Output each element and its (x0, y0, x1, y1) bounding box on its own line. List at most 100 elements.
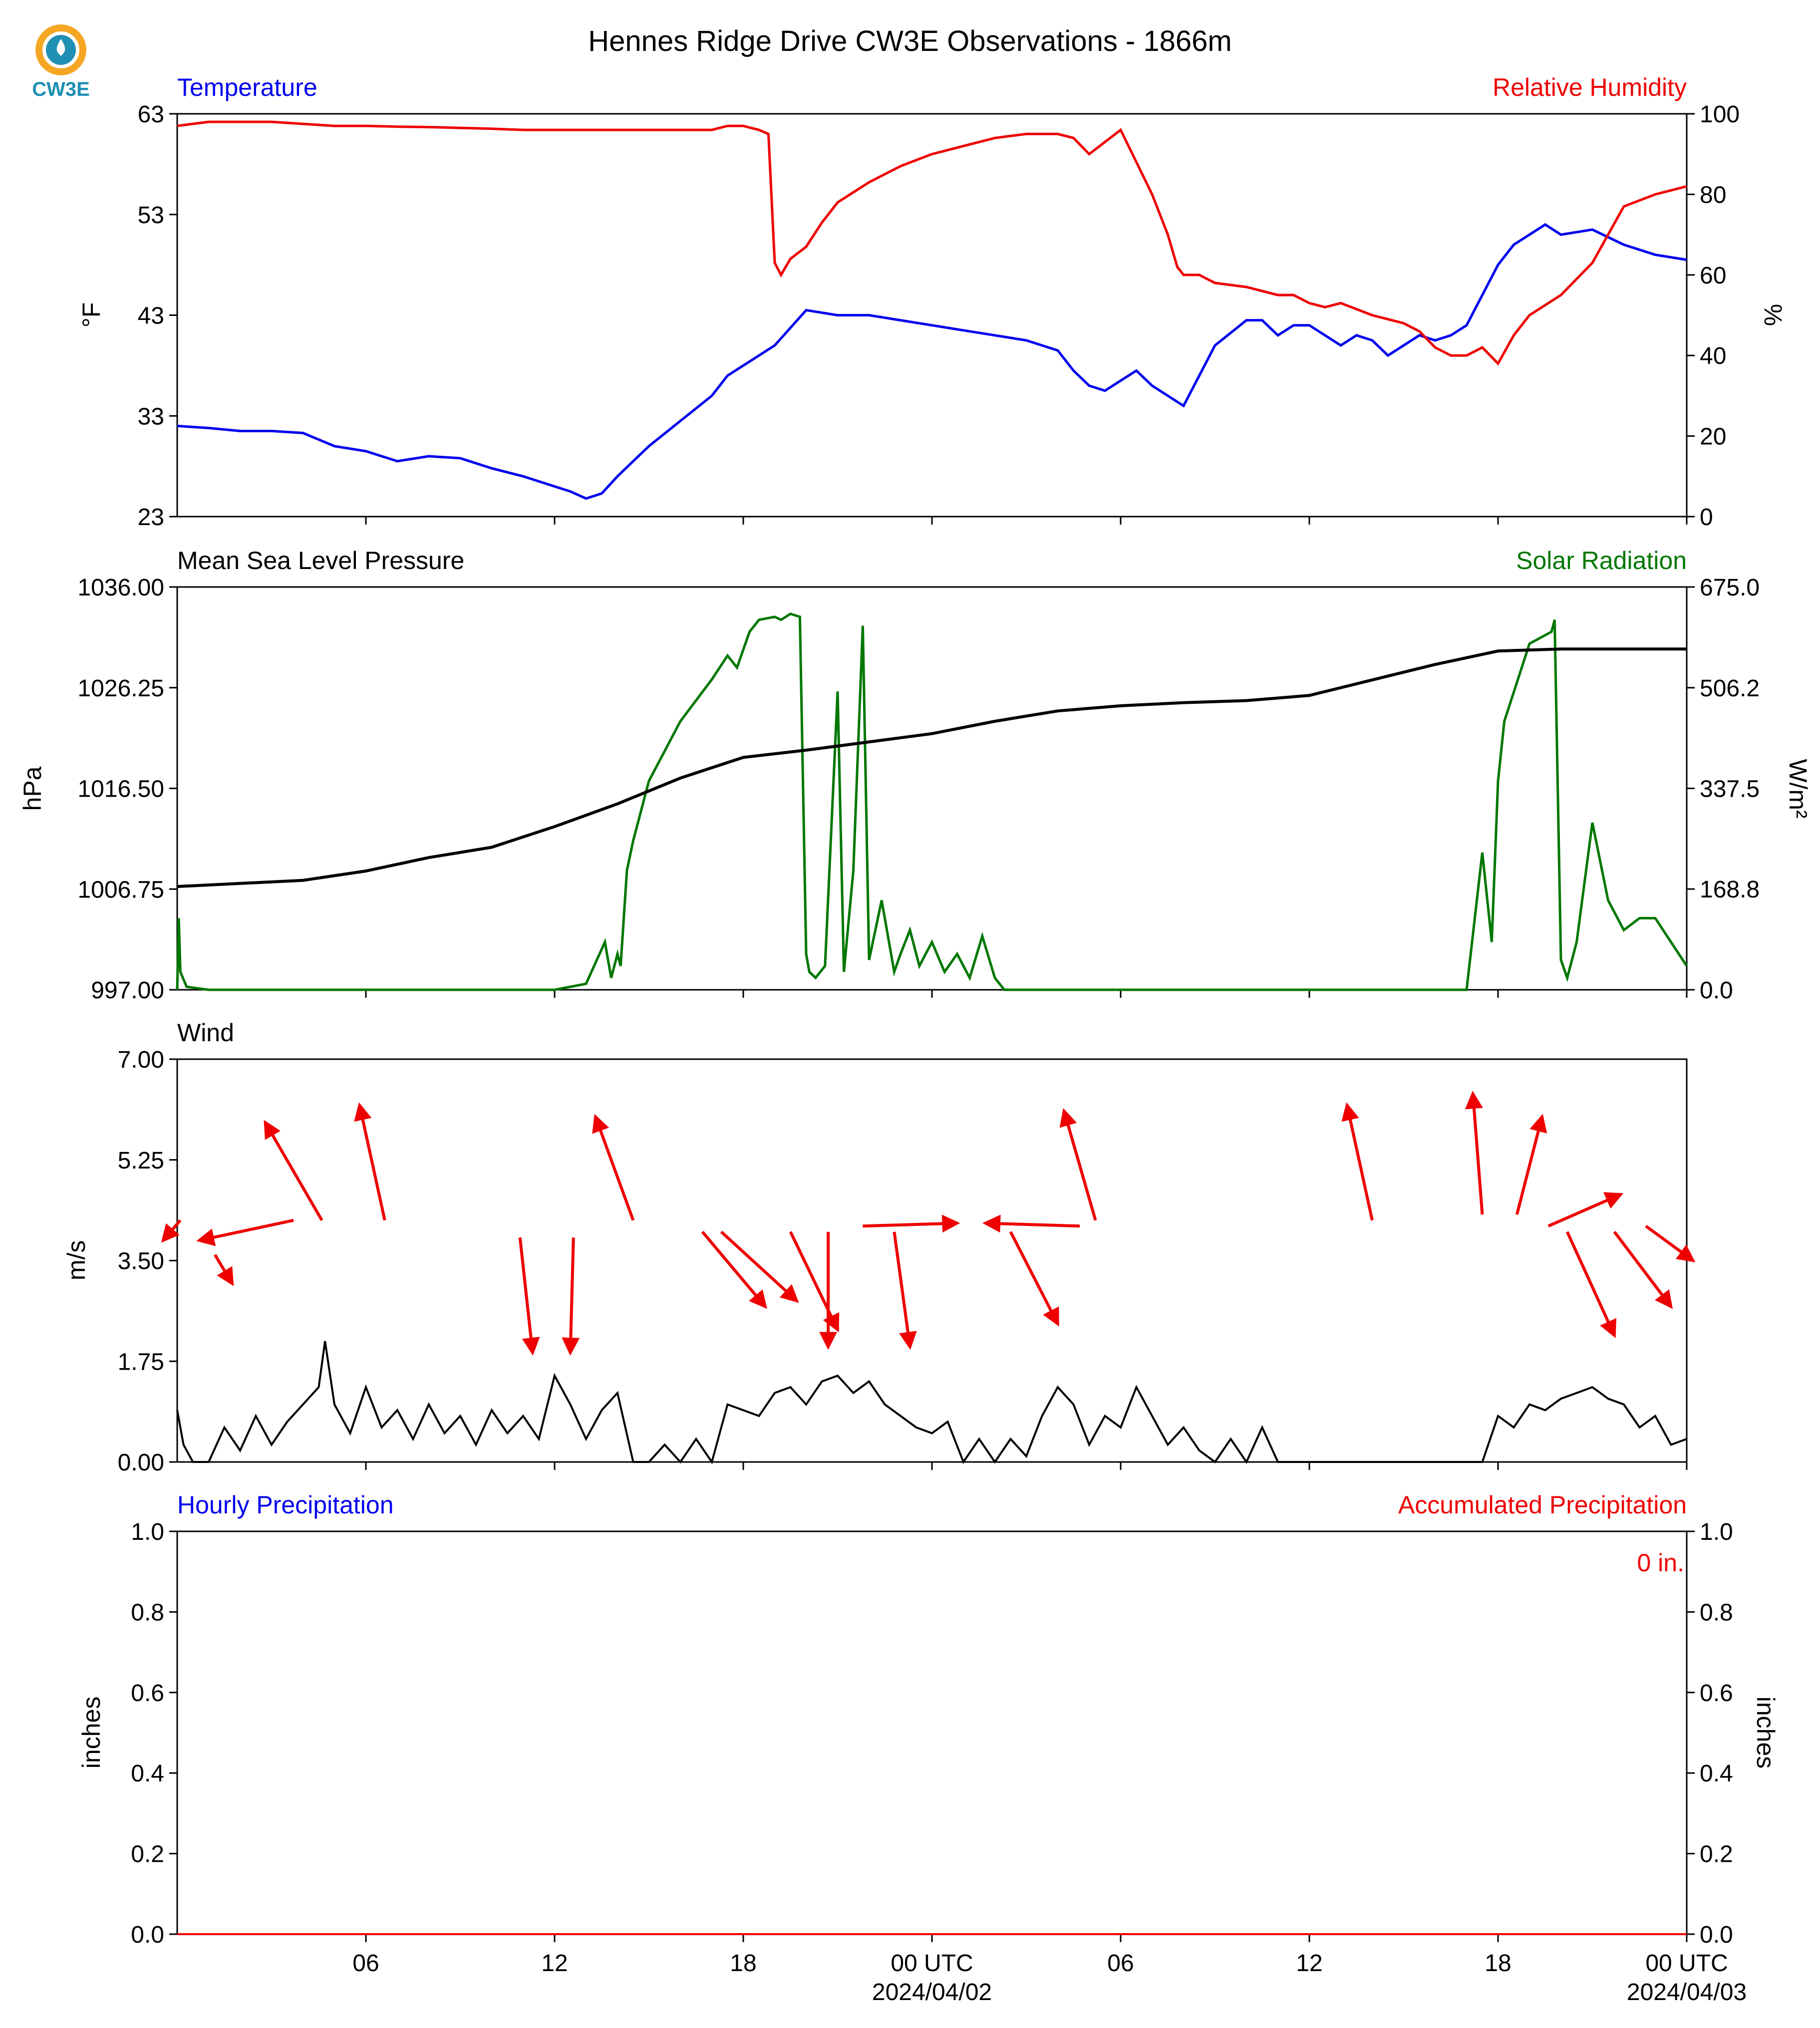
wind-arrow (863, 1214, 960, 1233)
accum-precip-annotation: 0 in. (1637, 1549, 1684, 1577)
temperature-humidity-panel: Temperature Relative Humidity °F % 23 33 4… (77, 73, 1787, 531)
x-ticks (365, 1934, 1688, 1942)
precip-right-axis-label: inches (1752, 1697, 1780, 1769)
logo-text: CW3E (32, 78, 90, 100)
wind-arrow (1645, 1224, 1696, 1263)
wind-direction-arrows (161, 1091, 1696, 1356)
temperature-ticks: 23 33 43 53 63 (138, 101, 177, 531)
y-tick-label: 0.4 (131, 1760, 164, 1787)
x-ticks (365, 1462, 1688, 1470)
wind-arrow (518, 1237, 540, 1356)
wind-axis-label: m/s (62, 1240, 90, 1281)
y-tick-label: 0.2 (1700, 1841, 1733, 1868)
humidity-axis-label: % (1759, 304, 1787, 326)
x-ticks (365, 990, 1688, 998)
solar-axis-label: W/m² (1784, 759, 1812, 818)
y-tick-label: 60 (1700, 263, 1726, 289)
panel-frame (176, 1530, 1688, 1935)
y-tick-label: 1026.25 (77, 675, 164, 702)
wind-arrow (720, 1230, 799, 1303)
precip-left-axis-label: inches (77, 1697, 105, 1769)
y-tick-label: 675.0 (1700, 575, 1760, 601)
y-tick-label: 1016.50 (77, 776, 164, 803)
x-tick-label: 00 UTC (1645, 1950, 1728, 1977)
pressure-series-line (177, 647, 1687, 888)
x-date-label: 2024/04/02 (872, 1979, 992, 2006)
y-tick-label: 0.8 (1700, 1599, 1733, 1626)
wind-arrow (1009, 1231, 1059, 1327)
humidity-title: Relative Humidity (1493, 73, 1687, 101)
pressure-axis-label: hPa (18, 766, 46, 811)
wind-arrow (196, 1218, 294, 1246)
y-tick-label: 0.0 (131, 1922, 164, 1948)
wind-panel: Wind m/s 0.00 1.75 3.50 5.25 7.00 (62, 1019, 1696, 1476)
y-tick-label: 33 (138, 403, 164, 430)
x-tick-label: 12 (1296, 1950, 1322, 1977)
cw3e-logo: CW3E (32, 24, 90, 100)
y-tick-label: 168.8 (1700, 876, 1760, 903)
wind-arrow (982, 1214, 1080, 1233)
pressure-title: Mean Sea Level Pressure (177, 547, 464, 575)
wind-arrow (214, 1254, 234, 1286)
solar-title: Solar Radiation (1516, 547, 1687, 575)
panel-frame (176, 586, 1688, 991)
precip-left-ticks: 0.0 0.2 0.4 0.6 0.8 1.0 (131, 1519, 177, 1948)
wind-arrow (161, 1219, 182, 1243)
temperature-title: Temperature (177, 73, 317, 101)
wind-arrow (1613, 1231, 1673, 1309)
wind-arrow (1515, 1114, 1547, 1215)
y-tick-label: 997.00 (91, 977, 164, 1004)
y-tick-label: 23 (138, 504, 164, 531)
wind-arrow (1565, 1231, 1617, 1338)
y-tick-label: 3.50 (118, 1248, 164, 1275)
pressure-ticks: 997.00 1006.75 1016.50 1026.25 1036.00 (77, 575, 177, 1004)
y-tick-label: 506.2 (1700, 675, 1760, 702)
wind-ticks: 0.00 1.75 3.50 5.25 7.00 (118, 1047, 177, 1476)
solar-series-line (176, 612, 1688, 991)
x-tick-label: 18 (1485, 1950, 1511, 1977)
y-tick-label: 20 (1700, 424, 1726, 450)
pressure-solar-panel: Mean Sea Level Pressure Solar Radiation … (18, 547, 1812, 1004)
wind-arrow (354, 1102, 386, 1221)
wind-arrow (1547, 1192, 1624, 1228)
y-tick-label: 7.00 (118, 1047, 164, 1073)
figure-title: Hennes Ridge Drive CW3E Observations - 1… (588, 25, 1231, 57)
y-tick-label: 337.5 (1700, 776, 1760, 803)
wind-speed-series-line (176, 1341, 1687, 1464)
y-tick-label: 53 (138, 202, 164, 229)
x-tick-label: 06 (1107, 1950, 1134, 1977)
wind-arrow (1059, 1108, 1097, 1221)
y-tick-label: 0.0 (1700, 1922, 1733, 1948)
y-tick-label: 0.00 (118, 1449, 164, 1476)
panel-frame (176, 113, 1688, 518)
y-tick-label: 80 (1700, 182, 1726, 208)
y-tick-label: 43 (138, 303, 164, 329)
x-tick-label: 00 UTC (891, 1950, 973, 1977)
y-tick-label: 0.0 (1700, 977, 1733, 1004)
wind-arrow (1341, 1102, 1374, 1221)
wind-arrow (562, 1237, 580, 1356)
y-tick-label: 1.0 (1700, 1519, 1733, 1545)
y-tick-label: 0.2 (131, 1841, 164, 1868)
y-tick-label: 1036.00 (77, 575, 164, 601)
wind-title: Wind (177, 1019, 234, 1047)
humidity-ticks: 0 20 40 60 80 100 (1687, 101, 1740, 531)
y-tick-label: 0.6 (131, 1680, 164, 1707)
y-tick-label: 0.6 (1700, 1680, 1733, 1707)
wind-arrow (1465, 1091, 1484, 1215)
wind-arrow (592, 1114, 635, 1221)
y-tick-label: 0 (1700, 504, 1713, 531)
x-ticks (365, 517, 1688, 525)
wind-arrow (893, 1231, 917, 1350)
precipitation-panel: Hourly Precipitation Accumulated Precipi… (77, 1491, 1780, 2006)
y-tick-label: 40 (1700, 343, 1726, 369)
temperature-series-line (177, 223, 1687, 500)
precip-right-ticks: 0.0 0.2 0.4 0.6 0.8 1.0 (1687, 1519, 1733, 1948)
y-tick-label: 0.8 (131, 1599, 164, 1626)
logo-ring-icon (35, 24, 86, 75)
humidity-series-line (177, 120, 1687, 366)
y-tick-label: 63 (138, 101, 164, 128)
